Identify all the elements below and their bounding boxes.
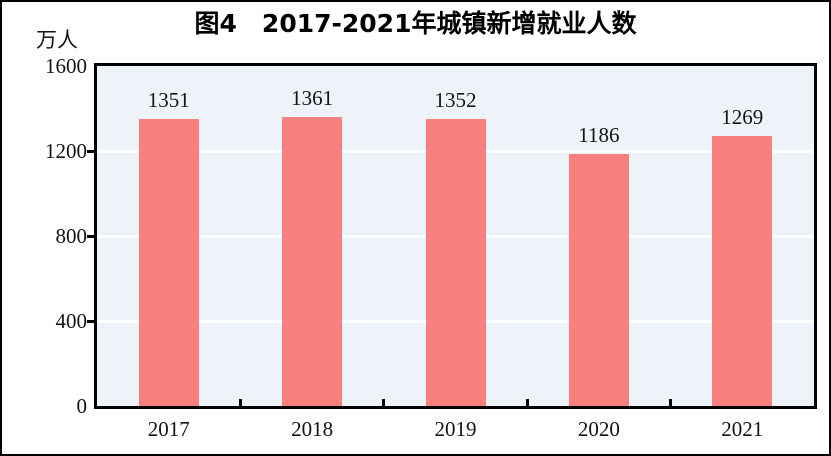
plot-area: 1351 1361 1352 1186 1269	[94, 63, 817, 409]
bar	[425, 118, 486, 406]
x-tick-mark	[669, 399, 673, 406]
x-tick-label: 2019	[434, 417, 477, 441]
bar	[712, 136, 773, 406]
x-tick-label: 2017	[147, 417, 190, 441]
bar	[568, 153, 629, 406]
x-tick-mark	[382, 399, 386, 406]
y-tick-mark	[87, 149, 94, 153]
bar-value-label: 1269	[721, 105, 764, 130]
y-tick-label: 1600	[45, 54, 87, 78]
chart-title: 图4 2017-2021年城镇新增就业人数	[194, 9, 637, 38]
x-tick-label: 2021	[721, 417, 764, 441]
y-tick-mark	[87, 319, 94, 323]
y-tick-label: 0	[76, 394, 88, 418]
bar	[282, 116, 343, 406]
bar-value-label: 1186	[578, 122, 620, 147]
x-tick-label: 2020	[577, 417, 620, 441]
bar-value-label: 1352	[434, 87, 477, 112]
bar	[138, 118, 199, 406]
bar-value-label: 1361	[291, 85, 334, 110]
y-tick-label: 400	[55, 309, 88, 333]
y-tick-label: 800	[55, 224, 88, 248]
y-tick-label: 1200	[45, 139, 87, 163]
y-tick-mark	[87, 234, 94, 238]
bar-value-label: 1351	[147, 87, 190, 112]
x-tick-mark	[525, 399, 529, 406]
y-axis-unit-label: 万人	[36, 28, 78, 52]
x-tick-mark	[238, 399, 242, 406]
x-tick-label: 2018	[291, 417, 334, 441]
plot-inner: 1351 1361 1352 1186 1269	[97, 66, 814, 406]
